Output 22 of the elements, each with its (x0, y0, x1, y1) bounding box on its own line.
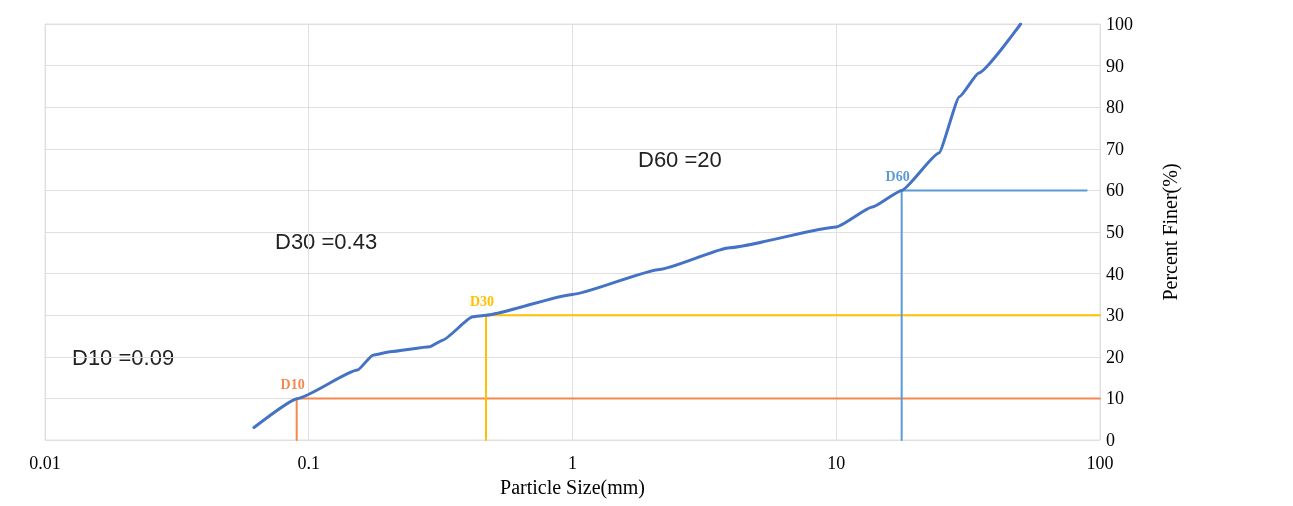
y-tick-label: 80 (1106, 97, 1124, 118)
series-label: D30 (469, 293, 495, 309)
y-tick-label: 60 (1106, 180, 1124, 201)
x-tick-label: 10 (827, 453, 846, 473)
y-tick-label: 40 (1106, 263, 1124, 284)
y-tick-label: 100 (1106, 14, 1133, 34)
annotation: D30 =0.43 (275, 228, 378, 254)
x-tick-label: 0.1 (297, 453, 320, 473)
y-tick-label: 10 (1106, 388, 1124, 409)
x-tick-label: 0.01 (29, 453, 61, 473)
y-tick-label: 20 (1106, 346, 1124, 367)
x-axis-title: Particle Size(mm) (500, 475, 645, 499)
y-tick-label: 70 (1106, 138, 1124, 159)
series-label: D10 (280, 376, 305, 392)
y-tick-label: 90 (1106, 55, 1124, 76)
annotation: D60 =20 (638, 146, 722, 172)
y-axis-title: Percent Finer(%) (1159, 163, 1182, 301)
x-tick-label: 1 (568, 453, 577, 473)
y-tick-label: 0 (1106, 430, 1115, 450)
y-tick-label: 50 (1106, 222, 1124, 242)
series-label: D60 (885, 168, 910, 184)
y-tick-label: 30 (1106, 305, 1124, 326)
